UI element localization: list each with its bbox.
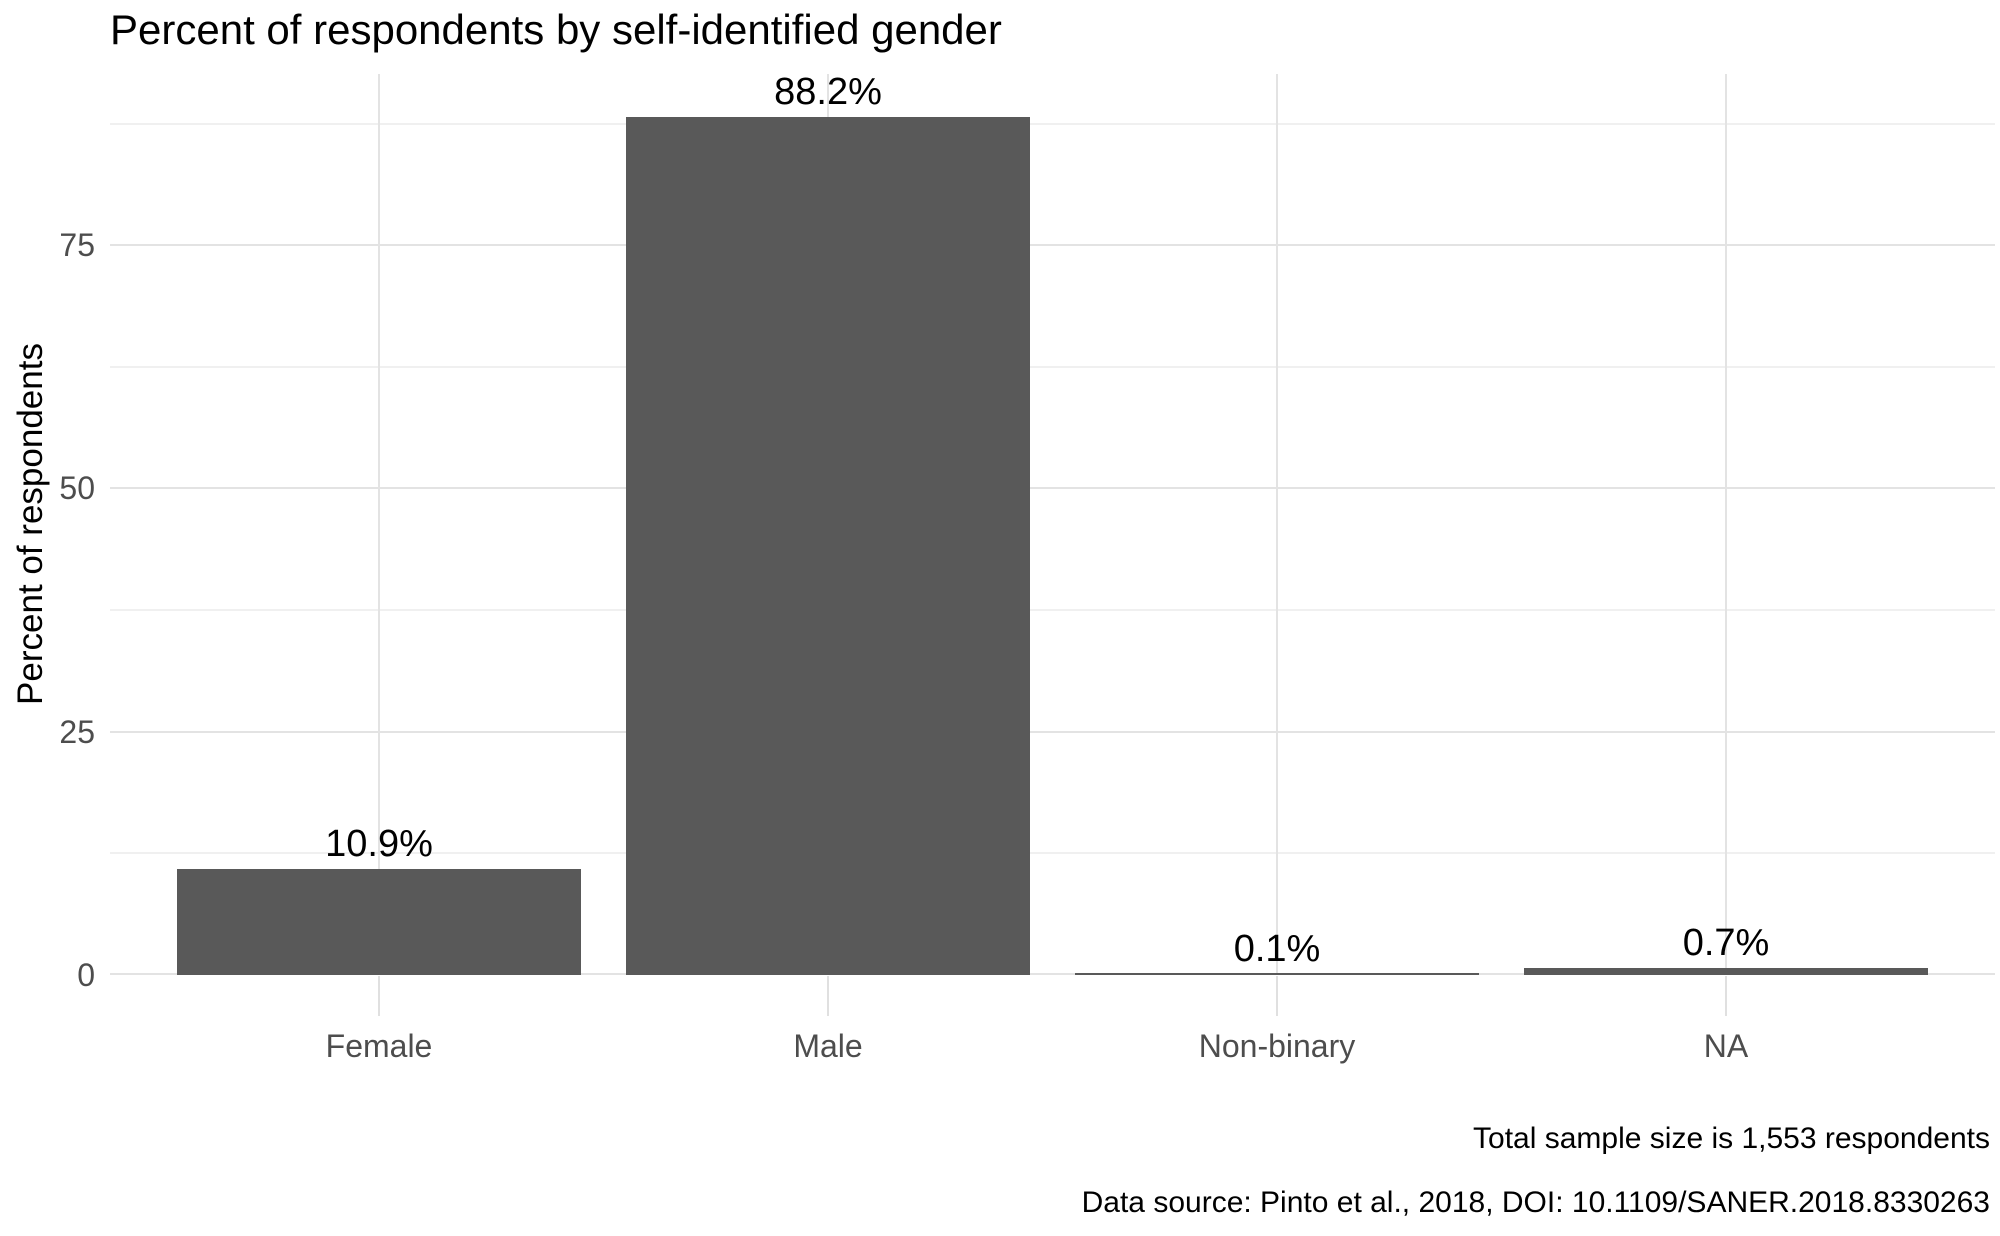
x-axis-label-non-binary: Non-binary: [1198, 1028, 1356, 1064]
x-tick-mark: [1725, 976, 1727, 1016]
gridline-major: [110, 973, 1995, 975]
gridline-minor: [110, 365, 1995, 368]
gridline-major: [110, 487, 1995, 490]
x-tick-mark: [1276, 976, 1278, 1016]
bar-female: [177, 869, 581, 975]
gridline-minor: [110, 122, 1995, 125]
gridline-major: [110, 244, 1995, 247]
y-axis-title: Percent of respondents: [11, 343, 50, 705]
gridline-vertical: [1275, 74, 1278, 975]
y-tick-label: 25: [59, 714, 95, 750]
x-axis-label-male: Male: [793, 1028, 863, 1064]
bar-value-label: 0.1%: [1233, 928, 1321, 970]
gridline-minor: [110, 609, 1995, 612]
gridline-major: [110, 730, 1995, 733]
x-tick-mark: [827, 976, 829, 1016]
bar-value-label: 0.7%: [1682, 922, 1770, 964]
annotation-sample-size: Total sample size is 1,553 respondents: [1473, 1122, 1990, 1155]
y-tick-label: 75: [59, 227, 95, 263]
y-tick-label: 50: [59, 470, 95, 506]
x-tick-mark: [378, 976, 380, 1016]
bar-value-label: 88.2%: [774, 71, 882, 113]
bar-male: [626, 117, 1030, 975]
bar-non-binary: [1075, 973, 1479, 975]
plot-panel: [110, 74, 1995, 975]
gridline-minor: [110, 852, 1995, 855]
x-axis-label-na: NA: [1703, 1028, 1749, 1064]
caption-data-source: Data source: Pinto et al., 2018, DOI: 10…: [1081, 1186, 1990, 1219]
plot-title: Percent of respondents by self-identifie…: [110, 6, 1002, 53]
bar-na: [1524, 968, 1928, 975]
bar-value-label: 10.9%: [325, 823, 433, 865]
y-tick-label: 0: [77, 957, 95, 993]
x-axis-label-female: Female: [325, 1028, 433, 1064]
gridline-vertical: [1724, 74, 1727, 975]
gridline-vertical: [378, 74, 381, 975]
